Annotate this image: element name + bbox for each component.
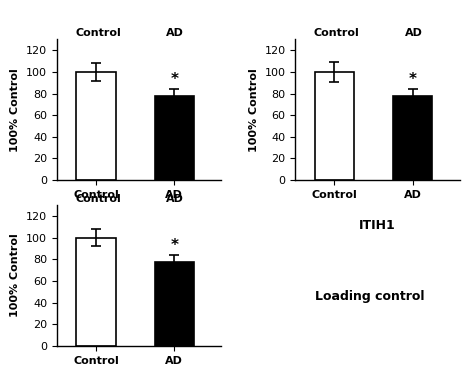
Text: CP: CP	[130, 219, 148, 232]
Text: *: *	[409, 72, 417, 87]
Text: AD: AD	[405, 28, 423, 38]
Bar	[155, 96, 194, 180]
Y-axis label: 100% Control: 100% Control	[10, 68, 20, 152]
Text: Control: Control	[75, 28, 121, 38]
Text: *: *	[170, 72, 178, 87]
Text: *: *	[170, 238, 178, 253]
Text: Loading control: Loading control	[315, 290, 424, 303]
Bar	[315, 72, 354, 180]
Text: Control: Control	[75, 194, 121, 204]
Y-axis label: 100% Control: 100% Control	[249, 68, 259, 152]
Bar	[76, 72, 116, 180]
Bar	[155, 262, 194, 346]
Bar	[76, 238, 116, 346]
Bar	[393, 96, 432, 180]
Y-axis label: 100% Control: 100% Control	[10, 234, 20, 317]
Text: Control: Control	[314, 28, 359, 38]
Text: ITIH1: ITIH1	[359, 219, 396, 232]
Text: AD: AD	[166, 28, 184, 38]
Text: AD: AD	[166, 194, 184, 204]
